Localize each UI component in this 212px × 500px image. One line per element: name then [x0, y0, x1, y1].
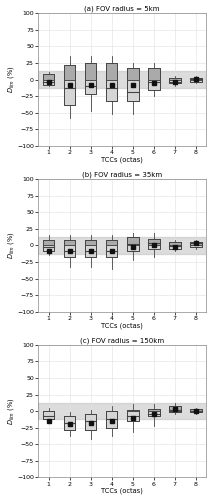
- Bar: [169, 242, 181, 246]
- Bar: [64, 416, 75, 430]
- Bar: [148, 246, 160, 248]
- Bar: [106, 63, 117, 80]
- Bar: [38, 403, 206, 419]
- Bar: [127, 68, 138, 80]
- Bar: [85, 240, 96, 258]
- Y-axis label: $D_{lim}$ (%): $D_{lim}$ (%): [6, 66, 15, 94]
- Bar: [127, 246, 138, 250]
- Bar: [106, 411, 117, 428]
- Bar: [106, 240, 117, 258]
- Bar: [106, 411, 117, 428]
- Y-axis label: $D_{lim}$ (%): $D_{lim}$ (%): [6, 398, 15, 425]
- Bar: [43, 80, 54, 85]
- Title: (a) FOV radius = 5km: (a) FOV radius = 5km: [84, 6, 160, 12]
- Bar: [190, 242, 202, 246]
- Bar: [148, 80, 160, 90]
- Bar: [190, 242, 202, 248]
- Bar: [148, 238, 160, 246]
- Bar: [169, 246, 181, 248]
- Bar: [64, 246, 75, 258]
- Bar: [38, 237, 206, 254]
- Bar: [190, 409, 202, 412]
- X-axis label: TCCs (octas): TCCs (octas): [101, 156, 143, 163]
- Bar: [106, 240, 117, 246]
- Bar: [64, 416, 75, 430]
- Bar: [85, 240, 96, 246]
- Bar: [85, 414, 96, 430]
- Bar: [190, 80, 202, 82]
- Bar: [85, 246, 96, 258]
- Bar: [64, 240, 75, 246]
- Title: (b) FOV radius = 35km: (b) FOV radius = 35km: [82, 172, 162, 178]
- Bar: [106, 246, 117, 258]
- Bar: [43, 246, 54, 250]
- Bar: [190, 411, 202, 412]
- Bar: [127, 411, 138, 421]
- Bar: [64, 65, 75, 105]
- Bar: [43, 240, 54, 246]
- Bar: [148, 238, 160, 248]
- Bar: [148, 409, 160, 416]
- Bar: [43, 74, 54, 85]
- Bar: [85, 63, 96, 80]
- Bar: [106, 411, 117, 428]
- Bar: [127, 68, 138, 101]
- Bar: [64, 80, 75, 105]
- Bar: [190, 78, 202, 82]
- Bar: [127, 238, 138, 246]
- Bar: [190, 78, 202, 80]
- Bar: [148, 68, 160, 90]
- Bar: [190, 246, 202, 248]
- Bar: [169, 406, 181, 411]
- Bar: [43, 411, 54, 419]
- Bar: [169, 406, 181, 412]
- Bar: [169, 78, 181, 80]
- Bar: [127, 410, 138, 421]
- Bar: [148, 411, 160, 416]
- Bar: [127, 80, 138, 101]
- Bar: [169, 242, 181, 248]
- Bar: [85, 414, 96, 430]
- Bar: [190, 409, 202, 411]
- Bar: [148, 68, 160, 80]
- Bar: [169, 80, 181, 83]
- Bar: [43, 74, 54, 80]
- Bar: [85, 414, 96, 430]
- Bar: [148, 409, 160, 411]
- Bar: [64, 240, 75, 258]
- Bar: [85, 63, 96, 94]
- Bar: [127, 410, 138, 411]
- Bar: [43, 411, 54, 419]
- Bar: [38, 72, 206, 88]
- X-axis label: TCCs (octas): TCCs (octas): [101, 488, 143, 494]
- Bar: [106, 63, 117, 101]
- Bar: [43, 240, 54, 250]
- Bar: [169, 411, 181, 412]
- Bar: [85, 80, 96, 94]
- Bar: [43, 411, 54, 419]
- Bar: [127, 238, 138, 250]
- Title: (c) FOV radius = 150km: (c) FOV radius = 150km: [80, 337, 164, 344]
- Bar: [169, 78, 181, 83]
- Bar: [64, 65, 75, 80]
- Bar: [64, 416, 75, 430]
- Bar: [106, 80, 117, 101]
- X-axis label: TCCs (octas): TCCs (octas): [101, 322, 143, 328]
- Y-axis label: $D_{lim}$ (%): $D_{lim}$ (%): [6, 232, 15, 259]
